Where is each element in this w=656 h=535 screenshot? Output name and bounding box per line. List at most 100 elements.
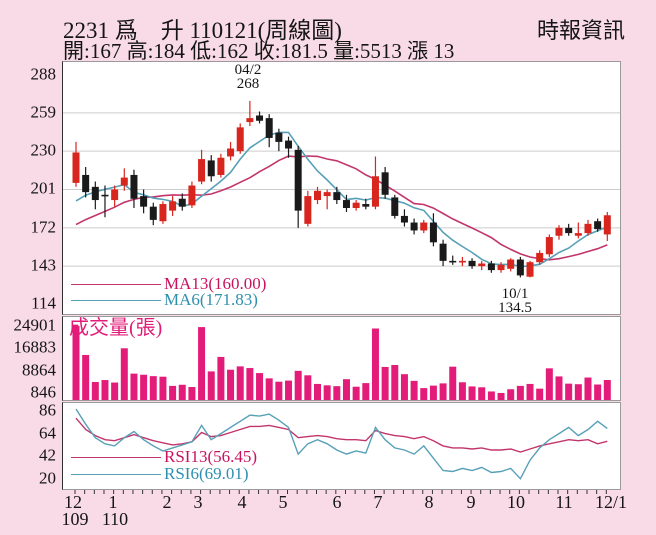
candle — [487, 260, 495, 273]
volume-bar — [227, 369, 235, 400]
volume-bar — [487, 391, 495, 400]
candle — [82, 167, 90, 198]
trough-annotation-price: 134.5 — [498, 300, 532, 316]
month-label: 9 — [466, 492, 476, 512]
volume-bar — [120, 348, 128, 400]
candle — [323, 189, 331, 210]
candle — [468, 258, 476, 269]
candle — [352, 200, 360, 211]
volume-bar — [400, 374, 408, 400]
volume-bar — [72, 325, 80, 400]
ma6-line — [75, 131, 608, 268]
peak-annotation-date: 04/2 — [234, 62, 262, 78]
candle — [140, 189, 148, 214]
volume-bar — [507, 389, 515, 400]
volume-bar — [478, 387, 486, 400]
rsi13-legend: RSI13(56.45) — [71, 447, 258, 466]
candle — [304, 190, 312, 227]
trough-annotation-date: 10/1 — [501, 286, 529, 302]
volume-bar — [352, 386, 360, 400]
rsi6-legend-label: RSI6(69.01) — [164, 464, 249, 483]
rsi-ytick-label: 20 — [39, 468, 56, 488]
month-label: 2 — [162, 492, 172, 512]
month-label: 7 — [373, 492, 383, 512]
volume-bar — [594, 384, 602, 400]
volume-ytick-label: 16883 — [13, 337, 57, 357]
candle — [236, 123, 244, 154]
rsi-chart — [75, 408, 608, 480]
month-label: 8 — [424, 492, 434, 512]
candle — [178, 193, 186, 211]
candle — [516, 256, 524, 278]
volume-bar — [304, 375, 312, 400]
year-label: 110 — [101, 509, 129, 529]
candle — [72, 141, 80, 187]
candle — [420, 219, 428, 234]
month-label: 12/1 — [594, 492, 628, 512]
volume-bar — [101, 380, 109, 400]
rsi-ytick-label: 42 — [39, 445, 56, 465]
candle — [555, 225, 563, 240]
month-label: 11 — [555, 492, 573, 512]
candle — [265, 114, 273, 148]
candle — [371, 156, 379, 210]
volume-bar — [275, 381, 283, 400]
candle — [294, 145, 302, 228]
ma6-legend-label: MA6(171.83) — [164, 290, 258, 309]
rsi-pane: RSI13(56.45) RSI6(69.01) — [62, 402, 621, 490]
candle — [314, 186, 321, 205]
volume-bar — [468, 386, 476, 400]
quote-summary-line: 開:167 高:184 低:162 收:181.5 量:5513 漲 13 — [63, 39, 455, 63]
month-label: 5 — [278, 492, 288, 512]
volume-bar — [584, 377, 592, 400]
candle — [574, 222, 582, 239]
ma13-line-swatch — [71, 283, 161, 285]
volume-bar — [536, 388, 544, 400]
volume-bar — [565, 383, 573, 400]
volume-bar — [159, 376, 167, 400]
candle — [497, 262, 505, 273]
candle — [458, 256, 466, 267]
price-pane: 04/2 268 10/1 134.5 MA13(160.00) MA6(171… — [62, 61, 621, 316]
candle — [198, 149, 206, 185]
candle — [120, 168, 128, 191]
volume-pane: 成交量(張) — [62, 316, 621, 401]
volume-bar — [140, 374, 148, 400]
volume-bar — [333, 386, 341, 400]
rsi6-legend: RSI6(69.01) — [71, 464, 249, 483]
rsi13-legend-label: RSI13(56.45) — [164, 447, 258, 466]
candle — [130, 169, 138, 208]
page-title: 2231 爲 升 110121(周線圖) — [63, 18, 342, 43]
candle — [410, 218, 418, 235]
candle — [149, 202, 157, 226]
candle — [507, 258, 515, 272]
x-axis-ticks — [74, 490, 607, 494]
volume-bar — [198, 327, 206, 400]
volume-bar — [420, 388, 428, 400]
volume-bar — [342, 379, 350, 400]
volume-title: 成交量(張) — [69, 317, 163, 339]
volume-ytick-label: 846 — [30, 382, 57, 402]
volume-bar — [294, 370, 302, 400]
candle — [603, 211, 611, 242]
volume-bar — [545, 368, 553, 400]
price-ytick-label: 172 — [30, 217, 57, 237]
candle — [333, 186, 341, 205]
candle — [536, 250, 544, 265]
candle — [275, 128, 283, 152]
candle — [91, 181, 99, 210]
ma13-legend: MA13(160.00) — [71, 275, 266, 292]
candle — [391, 194, 399, 219]
candle — [342, 194, 350, 212]
volume-bar — [458, 382, 466, 400]
candle — [256, 111, 264, 124]
volume-bar — [82, 354, 90, 400]
candle — [429, 213, 437, 247]
ma13-line — [75, 155, 608, 261]
candle — [439, 239, 447, 267]
volume-bar — [265, 378, 273, 400]
volume-bar — [246, 368, 254, 400]
volume-bar — [574, 384, 582, 400]
candle — [188, 181, 196, 208]
volume-bar — [130, 373, 138, 400]
